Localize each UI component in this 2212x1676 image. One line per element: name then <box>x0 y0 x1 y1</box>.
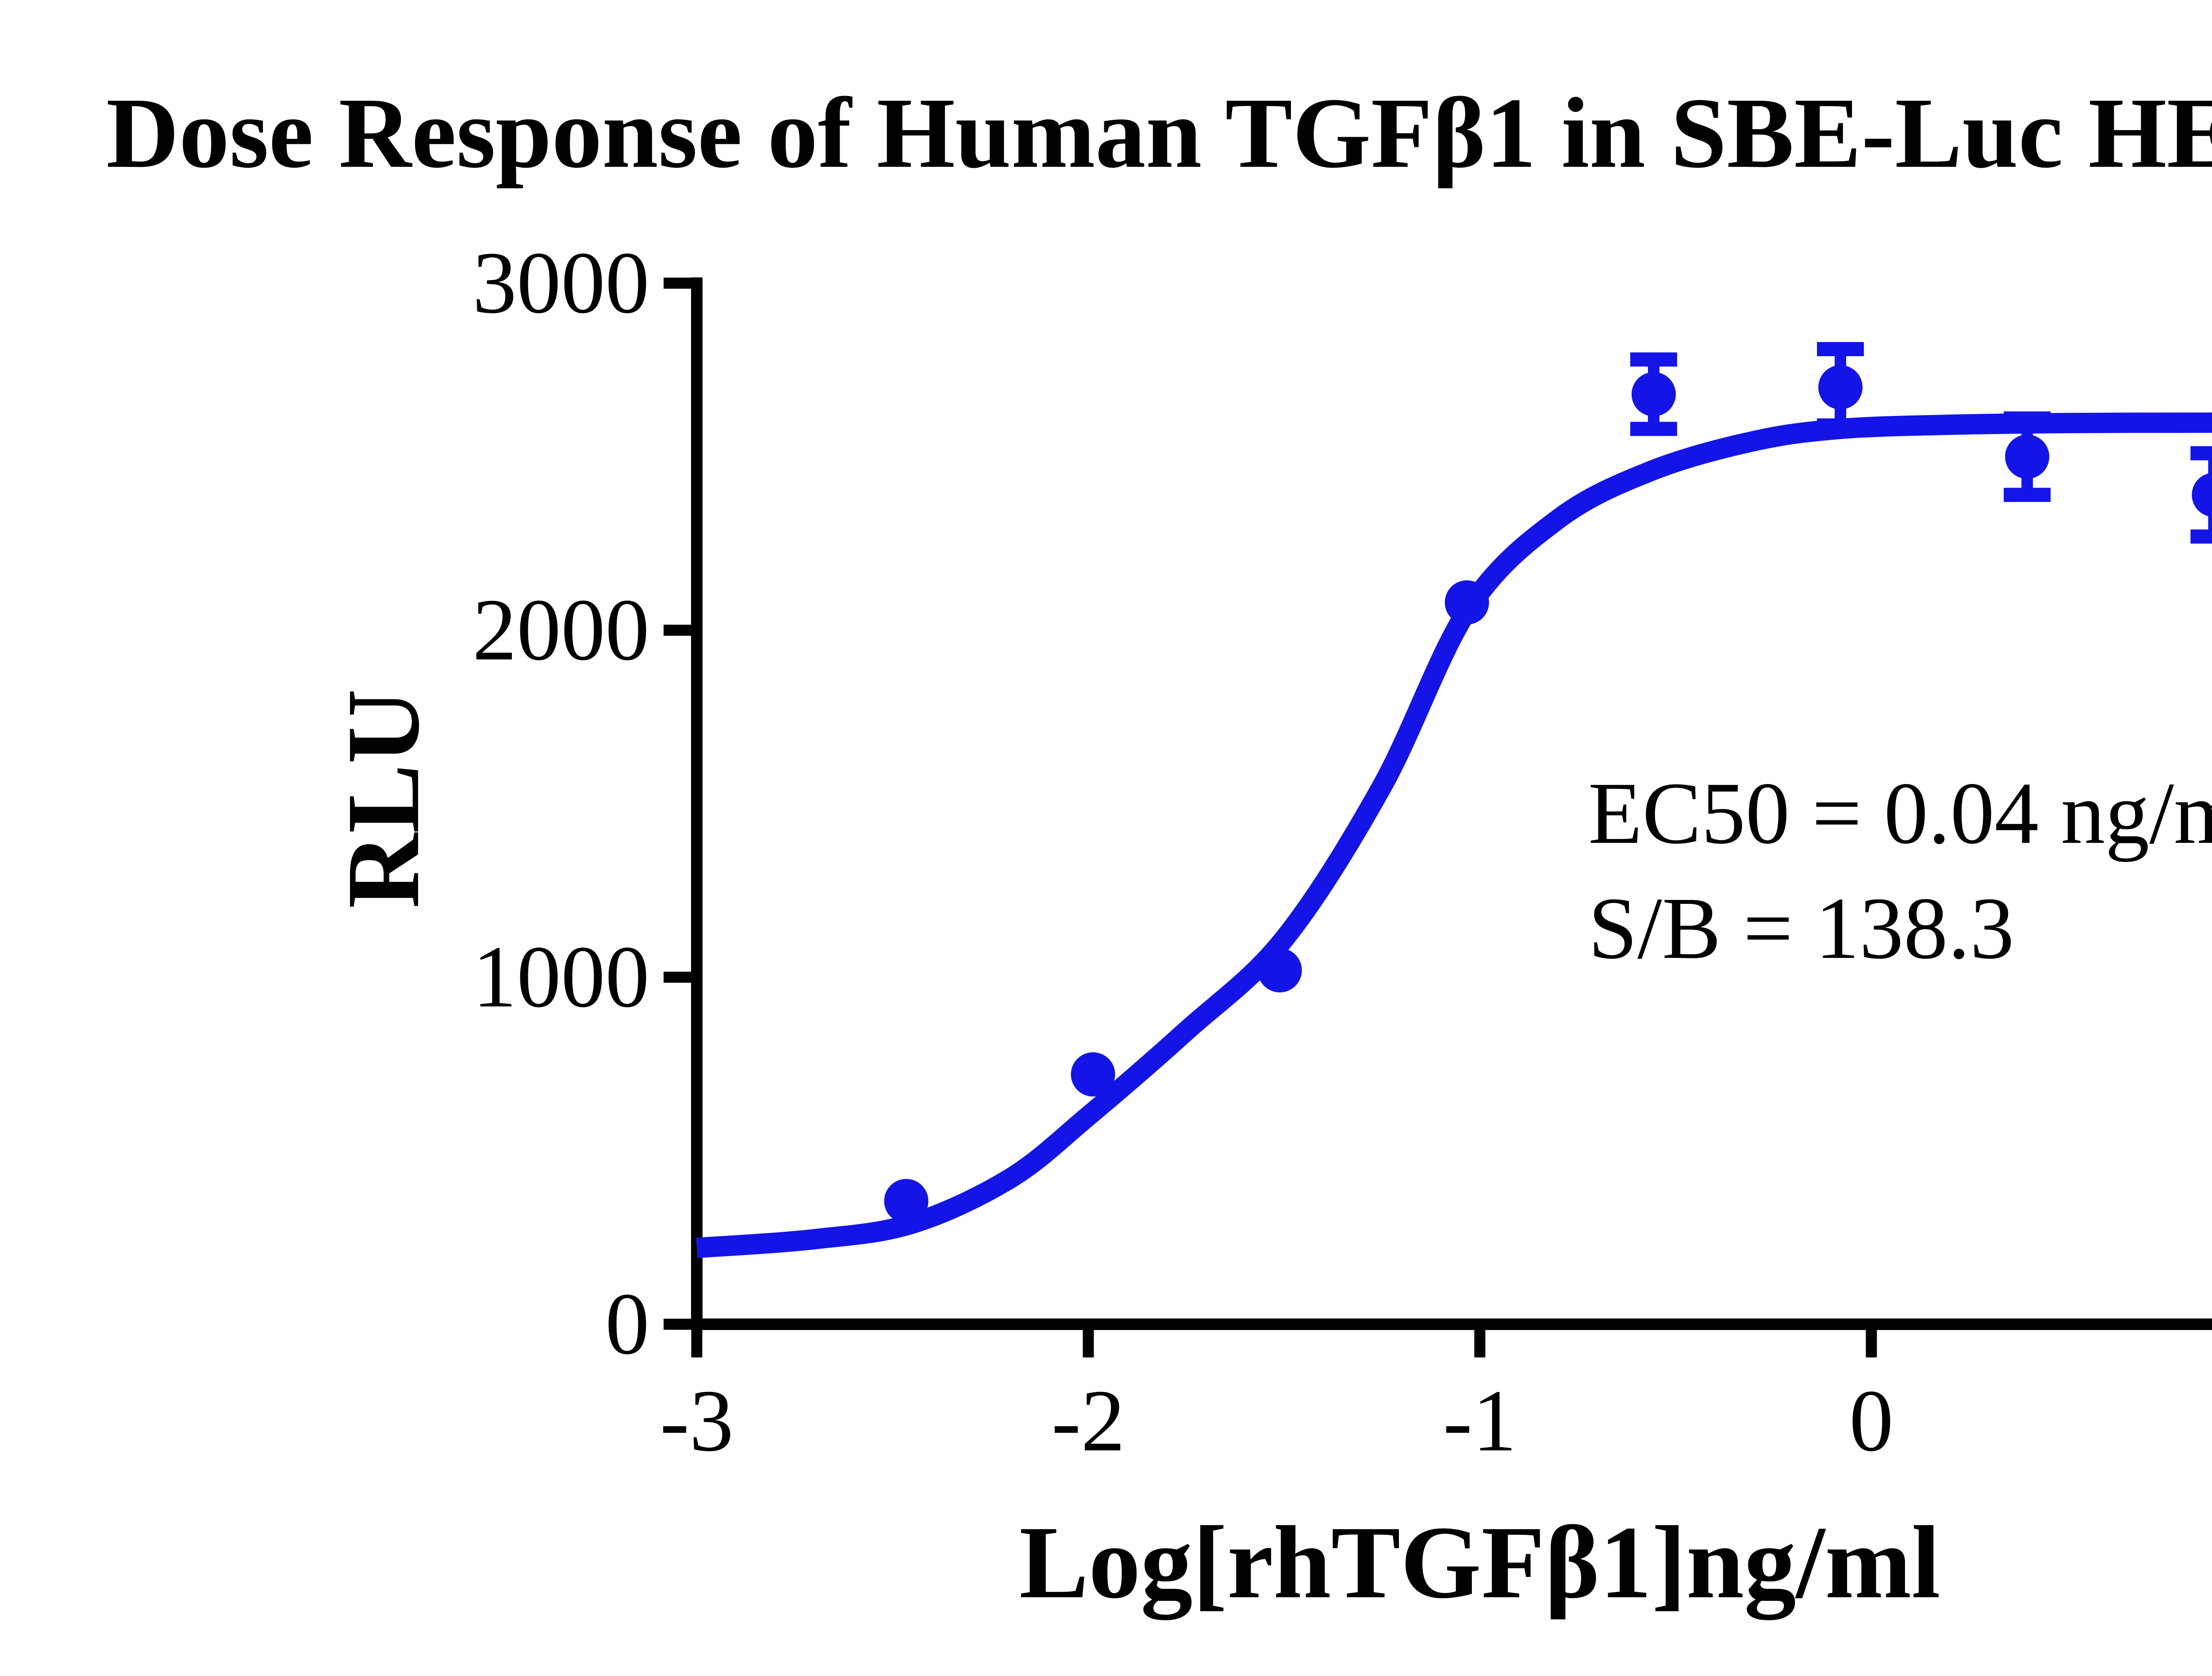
data-point <box>884 1179 929 1223</box>
y-axis-title: RLU <box>326 689 441 908</box>
chart-title: Dose Response of Human TGFβ1 in SBE-Luc … <box>106 77 2212 189</box>
data-point <box>1444 580 1489 625</box>
data-points <box>884 365 2212 1223</box>
data-point <box>2192 473 2212 517</box>
y-tick-label: 0 <box>605 1275 649 1373</box>
x-axis-ticks: -3-2-101 <box>660 1324 1893 1470</box>
x-tick-label: -3 <box>660 1372 734 1470</box>
dose-response-curve <box>696 412 2212 1258</box>
fit-curve <box>696 412 2212 1258</box>
x-axis-title: Log[rhTGFβ1]ng/ml <box>1019 1505 1940 1620</box>
y-axis-ticks: 0 1000 2000 3000 <box>472 234 697 1373</box>
data-point <box>1071 1052 1115 1097</box>
data-point <box>1631 372 1676 416</box>
x-tick-label: -1 <box>1443 1372 1517 1470</box>
y-tick-label: 2000 <box>472 581 649 679</box>
data-point <box>1818 365 1863 410</box>
x-tick-label: -2 <box>1052 1372 1125 1470</box>
y-tick-label: 3000 <box>472 234 649 332</box>
x-tick-label: 0 <box>1849 1372 1893 1470</box>
annotation-ec50: EC50 = 0.04 ng/ml <box>1588 765 2212 862</box>
data-point <box>1257 948 1302 992</box>
y-tick-label: 1000 <box>472 928 649 1026</box>
data-point <box>2005 434 2050 479</box>
annotation-sb: S/B = 138.3 <box>1588 880 2014 977</box>
